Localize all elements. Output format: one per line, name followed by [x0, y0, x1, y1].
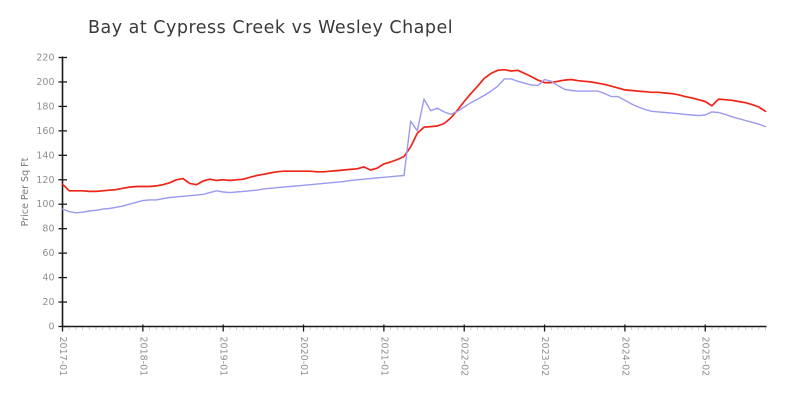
y-tick-label: 0 [48, 322, 54, 333]
y-tick-label: 100 [36, 199, 54, 210]
y-tick-label: 200 [36, 77, 54, 88]
x-tick-label: 2022-02 [459, 337, 470, 377]
x-tick-label: 2019-01 [218, 337, 229, 377]
y-tick-label: 160 [36, 126, 54, 137]
data-series-lines [61, 68, 767, 214]
y-tick-label: 40 [42, 273, 54, 284]
x-tick-label: 2017-01 [57, 337, 68, 377]
axis-tick-labels: 2017-01 2018-01 2019-01 2020-01 2021-01 2022-… [36, 53, 710, 377]
axis-spines [61, 56, 767, 328]
x-tick-label: 2020-01 [298, 337, 309, 377]
y-tick-label: 220 [36, 53, 54, 64]
x-tick-label: 2021-01 [378, 337, 389, 377]
x-tick-label: 2024-02 [619, 337, 630, 377]
chart-title: Bay at Cypress Creek vs Wesley Chapel [88, 18, 453, 38]
y-tick-label: 80 [42, 224, 54, 235]
x-tick-label: 2023-02 [539, 337, 550, 377]
x-tick-label: 2018-01 [137, 337, 148, 377]
y-axis-label: Price Per Sq Ft [20, 157, 31, 226]
y-tick-label: 180 [36, 101, 54, 112]
y-tick-label: 20 [42, 297, 54, 308]
y-tick-label: 60 [42, 248, 54, 259]
x-tick-label: 2025-02 [700, 337, 711, 377]
y-tick-label: 120 [36, 175, 54, 186]
series-line-bay-at-cypress-creek [61, 68, 767, 193]
series-line-wesley-chapel [61, 78, 767, 214]
axis-major-ticks [58, 56, 706, 332]
y-tick-label: 140 [36, 150, 54, 161]
